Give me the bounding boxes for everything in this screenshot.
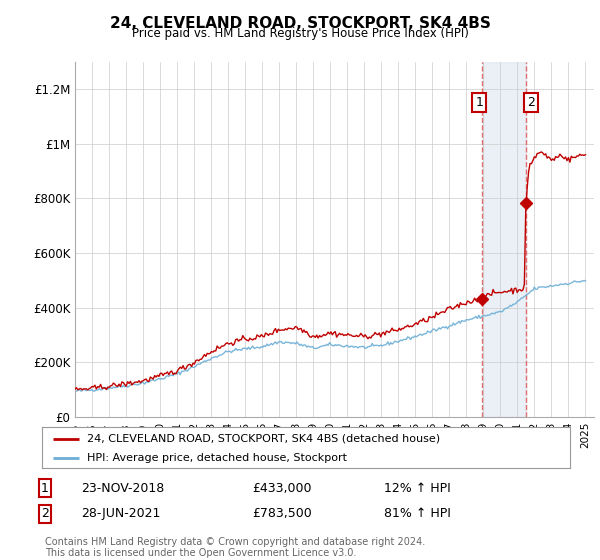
Text: 28-JUN-2021: 28-JUN-2021 [81,507,160,520]
Text: 2: 2 [527,96,535,109]
Text: 1: 1 [41,482,49,495]
Text: 1: 1 [475,96,483,109]
Text: 23-NOV-2018: 23-NOV-2018 [81,482,164,495]
Text: 12% ↑ HPI: 12% ↑ HPI [384,482,451,495]
Text: 81% ↑ HPI: 81% ↑ HPI [384,507,451,520]
Text: £433,000: £433,000 [252,482,311,495]
Text: 24, CLEVELAND ROAD, STOCKPORT, SK4 4BS (detached house): 24, CLEVELAND ROAD, STOCKPORT, SK4 4BS (… [87,433,440,444]
Text: Contains HM Land Registry data © Crown copyright and database right 2024.
This d: Contains HM Land Registry data © Crown c… [45,536,425,558]
Text: 24, CLEVELAND ROAD, STOCKPORT, SK4 4BS: 24, CLEVELAND ROAD, STOCKPORT, SK4 4BS [110,16,490,31]
Text: Price paid vs. HM Land Registry's House Price Index (HPI): Price paid vs. HM Land Registry's House … [131,27,469,40]
Text: HPI: Average price, detached house, Stockport: HPI: Average price, detached house, Stoc… [87,452,347,463]
Text: £783,500: £783,500 [252,507,312,520]
Text: 2: 2 [41,507,49,520]
